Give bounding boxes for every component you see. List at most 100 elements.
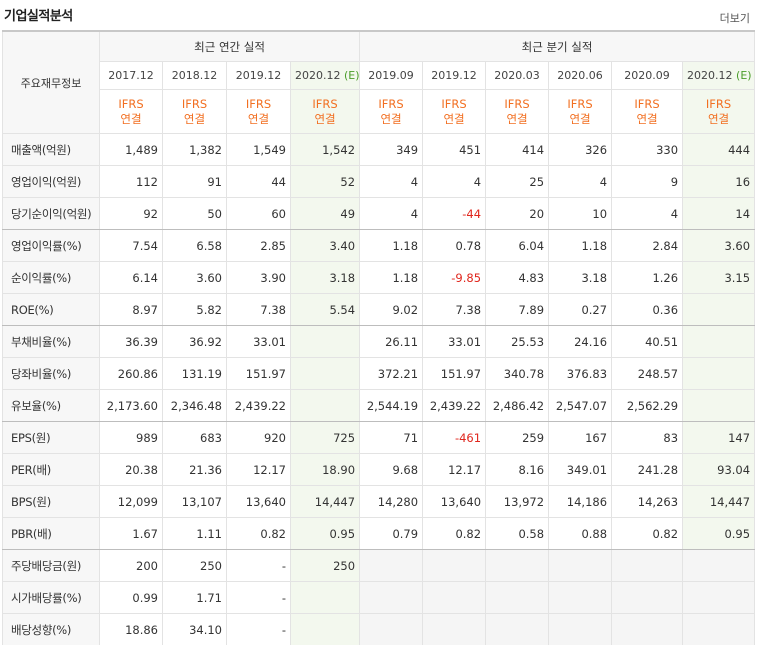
basis-header: IFRS 연결 bbox=[289, 89, 361, 134]
value-cell bbox=[682, 357, 756, 390]
value-cell: 36.39 bbox=[99, 325, 163, 358]
basis: IFRS bbox=[567, 96, 593, 111]
value-cell: 326 bbox=[548, 133, 613, 166]
value-cell: 0.95 bbox=[682, 517, 756, 550]
data-row: 영업이익(억원) 112 91 44 52 4 4 25 4 9 16 bbox=[2, 165, 756, 198]
row-label: PBR(배) bbox=[2, 517, 100, 550]
value-cell: 20 bbox=[485, 197, 550, 230]
row-label: 순이익률(%) bbox=[2, 261, 100, 294]
value-cell: 8.97 bbox=[99, 293, 163, 326]
value-cell bbox=[289, 325, 361, 358]
value-cell: 1,549 bbox=[226, 133, 291, 166]
data-row: 주당배당금(원) 200 250-250 bbox=[2, 549, 756, 582]
row-label: 시가배당률(%) bbox=[2, 581, 100, 614]
value-cell: 9.68 bbox=[359, 453, 424, 486]
basis-header: IFRS 연결 bbox=[226, 89, 291, 134]
scope: 연결 bbox=[506, 111, 528, 126]
value-cell: 7.38 bbox=[422, 293, 487, 326]
value-cell: - bbox=[226, 613, 291, 645]
basis-header: IFRS 연결 bbox=[359, 89, 424, 134]
row-label-text: 영업이익률(%) bbox=[11, 238, 82, 253]
value-cell: 49 bbox=[289, 197, 361, 230]
data-row: 유보율(%) 2,173.60 2,346.48 2,439.22 2,544.19 2,… bbox=[2, 389, 756, 422]
value-cell: 2,486.42 bbox=[485, 389, 550, 422]
value-cell bbox=[682, 613, 756, 645]
row-label-text: 유보율(%) bbox=[11, 398, 61, 413]
period: 2020.03 bbox=[494, 69, 540, 82]
estimate-mark: (E) bbox=[344, 69, 360, 82]
value-cell: 10 bbox=[548, 197, 613, 230]
value-cell: 6.58 bbox=[162, 229, 227, 262]
value-cell: 200 bbox=[99, 549, 163, 582]
data-row: PBR(배) 1.67 1.11 0.82 0.95 0.79 0.82 0.58 0.88 0.… bbox=[2, 517, 756, 550]
basis-header: IFRS 연결 bbox=[162, 89, 227, 134]
value-cell: 13,107 bbox=[162, 485, 227, 518]
row-label: 당기순이익(억원) bbox=[2, 197, 100, 230]
row-label-text: 당좌비율(%) bbox=[11, 366, 72, 381]
value-cell bbox=[611, 613, 684, 645]
period-row: 2017.12 2018.12 2019.12 2020.12 (E) 2019.09 2… bbox=[3, 61, 756, 90]
value-cell: 1.18 bbox=[359, 261, 424, 294]
row-label-text: 영업이익(억원) bbox=[11, 174, 82, 189]
value-cell bbox=[359, 581, 424, 614]
row-label-text: BPS(원) bbox=[11, 494, 51, 509]
basis-header: IFRS 연결 bbox=[682, 89, 756, 134]
value-cell: 14,447 bbox=[682, 485, 756, 518]
value-cell: 0.82 bbox=[611, 517, 684, 550]
scope: 연결 bbox=[443, 111, 465, 126]
value-cell: 14 bbox=[682, 197, 756, 230]
value-cell: 1.11 bbox=[162, 517, 227, 550]
value-cell: 3.60 bbox=[162, 261, 227, 294]
value-cell: 349.01 bbox=[548, 453, 613, 486]
row-label-text: PBR(배) bbox=[11, 526, 52, 541]
basis: IFRS bbox=[312, 96, 338, 111]
value-cell: 18.86 bbox=[99, 613, 163, 645]
period-header: 2019.09 bbox=[359, 61, 424, 90]
value-cell: 14,186 bbox=[548, 485, 613, 518]
value-cell: 330 bbox=[611, 133, 684, 166]
value-cell: 71 bbox=[359, 421, 424, 454]
row-label: EPS(원) bbox=[2, 421, 100, 454]
row-label-text: 시가배당률(%) bbox=[11, 590, 82, 605]
header-row: 주요재무정보 최근 연간 실적 최근 분기 실적 bbox=[2, 30, 756, 134]
value-cell: 989 bbox=[99, 421, 163, 454]
value-cell: 2,346.48 bbox=[162, 389, 227, 422]
more-link[interactable]: 더보기 bbox=[719, 12, 750, 25]
value-cell: 4 bbox=[359, 197, 424, 230]
value-cell: 0.95 bbox=[289, 517, 361, 550]
value-cell: 44 bbox=[226, 165, 291, 198]
data-row: 부채비율(%) 36.39 36.92 33.01 26.11 33.01 25.53 24.… bbox=[2, 325, 756, 358]
value-cell: 1,489 bbox=[99, 133, 163, 166]
value-cell: 13,972 bbox=[485, 485, 550, 518]
value-cell bbox=[422, 581, 487, 614]
value-cell bbox=[548, 581, 613, 614]
value-cell: 349 bbox=[359, 133, 424, 166]
basis: IFRS bbox=[504, 96, 530, 111]
value-cell: 131.19 bbox=[162, 357, 227, 390]
value-cell: 2.84 bbox=[611, 229, 684, 262]
title: 기업실적분석 bbox=[4, 9, 73, 24]
header: 기업실적분석 더보기 bbox=[0, 0, 758, 30]
value-cell bbox=[682, 293, 756, 326]
basis: IFRS bbox=[181, 96, 208, 111]
period-header: 2020.03 bbox=[485, 61, 550, 90]
row-label: 영업이익률(%) bbox=[2, 229, 100, 262]
value-cell: 3.90 bbox=[226, 261, 291, 294]
period-header: 2020.12 (E) bbox=[289, 61, 361, 90]
value-cell: 2,439.22 bbox=[422, 389, 487, 422]
scope: 연결 bbox=[314, 111, 336, 126]
row-label: 영업이익(억원) bbox=[2, 165, 100, 198]
row-label-text: 매출액(억원) bbox=[11, 142, 71, 157]
data-row: EPS(원) 989 683 920 725 71 -461 259 167 83 147 bbox=[2, 421, 756, 454]
value-cell: 14,447 bbox=[289, 485, 361, 518]
value-cell: 683 bbox=[162, 421, 227, 454]
period-header: 2020.12 (E) bbox=[682, 61, 756, 90]
value-cell: 40.51 bbox=[611, 325, 684, 358]
value-cell: 50 bbox=[162, 197, 227, 230]
value-cell: 33.01 bbox=[422, 325, 487, 358]
value-cell bbox=[485, 581, 550, 614]
value-cell: 3.60 bbox=[682, 229, 756, 262]
value-cell: 147 bbox=[682, 421, 756, 454]
basis-header: IFRS 연결 bbox=[611, 89, 684, 134]
